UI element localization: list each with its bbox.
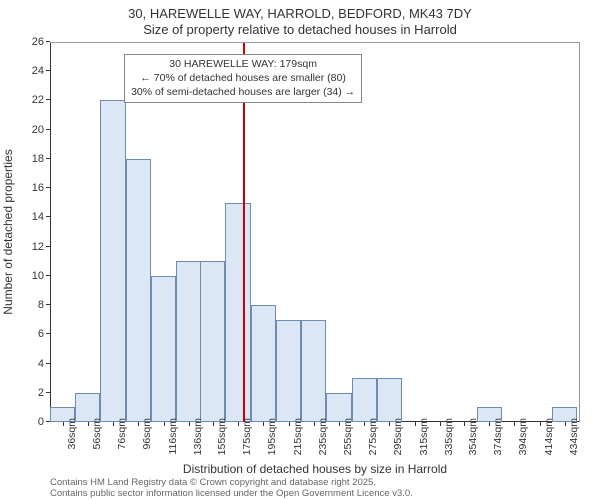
x-tick-label: 96sqm [141, 418, 153, 450]
annotation-box: 30 HAREWELLE WAY: 179sqm← 70% of detache… [124, 54, 362, 103]
y-tick-label: 2 [16, 387, 44, 399]
y-tick-mark [46, 158, 50, 159]
histogram-bar [301, 320, 326, 422]
y-tick-mark [46, 70, 50, 71]
y-tick-label: 22 [16, 94, 44, 106]
histogram-bar [176, 261, 201, 422]
x-tick-label: 235sqm [317, 418, 329, 455]
y-tick-label: 8 [16, 299, 44, 311]
footer-attribution: Contains HM Land Registry data © Crown c… [50, 478, 413, 500]
x-tick-label: 315sqm [418, 418, 430, 455]
x-tick-mark [263, 422, 264, 426]
footer-line-2: Contains public sector information licen… [50, 489, 413, 500]
y-tick-mark [46, 187, 50, 188]
x-tick-label: 394sqm [517, 418, 529, 455]
x-tick-mark [514, 422, 515, 426]
x-tick-mark [339, 422, 340, 426]
y-tick-mark [46, 246, 50, 247]
x-tick-mark [540, 422, 541, 426]
x-tick-mark [489, 422, 490, 426]
y-tick-label: 14 [16, 211, 44, 223]
x-tick-label: 275sqm [367, 418, 379, 455]
title-line-2: Size of property relative to detached ho… [0, 22, 600, 38]
x-tick-label: 76sqm [116, 418, 128, 450]
x-tick-mark [440, 422, 441, 426]
x-tick-label: 116sqm [167, 418, 179, 455]
title-line-1: 30, HAREWELLE WAY, HARROLD, BEDFORD, MK4… [0, 6, 600, 22]
x-tick-mark [364, 422, 365, 426]
y-axis-line [50, 43, 51, 422]
histogram-bar [225, 203, 250, 422]
histogram-bar [352, 378, 377, 422]
histogram-bar [100, 100, 125, 422]
y-tick-mark [46, 41, 50, 42]
x-tick-mark [415, 422, 416, 426]
histogram-bar [377, 378, 402, 422]
y-tick-label: 24 [16, 65, 44, 77]
y-tick-label: 6 [16, 328, 44, 340]
y-tick-label: 20 [16, 124, 44, 136]
annotation-line-1: 30 HAREWELLE WAY: 179sqm [131, 58, 355, 72]
y-tick-mark [46, 216, 50, 217]
y-tick-label: 26 [16, 36, 44, 48]
x-tick-label: 335sqm [443, 418, 455, 455]
x-tick-mark [138, 422, 139, 426]
x-tick-mark [238, 422, 239, 426]
x-tick-label: 374sqm [492, 418, 504, 455]
y-tick-mark [46, 363, 50, 364]
y-tick-mark [46, 275, 50, 276]
y-tick-label: 0 [16, 416, 44, 428]
y-tick-mark [46, 129, 50, 130]
x-tick-mark [189, 422, 190, 426]
histogram-bar [251, 305, 276, 422]
x-tick-mark [213, 422, 214, 426]
x-tick-mark [113, 422, 114, 426]
x-tick-label: 56sqm [91, 418, 103, 450]
x-tick-label: 354sqm [467, 418, 479, 455]
y-tick-mark [46, 333, 50, 334]
y-tick-label: 10 [16, 270, 44, 282]
x-tick-mark [289, 422, 290, 426]
y-tick-label: 18 [16, 153, 44, 165]
annotation-line-2: ← 70% of detached houses are smaller (80… [131, 72, 355, 86]
x-tick-label: 414sqm [543, 418, 555, 455]
y-tick-mark [46, 99, 50, 100]
x-tick-mark [464, 422, 465, 426]
histogram-bar [151, 276, 176, 422]
y-tick-mark [46, 304, 50, 305]
y-axis-label: Number of detached properties [1, 42, 15, 422]
histogram-bar [200, 261, 225, 422]
x-tick-mark [565, 422, 566, 426]
x-axis-label: Distribution of detached houses by size … [50, 462, 580, 476]
x-tick-mark [389, 422, 390, 426]
chart-area: 0246810121416182022242636sqm56sqm76sqm96… [50, 42, 580, 422]
histogram-bar [126, 159, 151, 422]
x-tick-mark [164, 422, 165, 426]
x-tick-mark [314, 422, 315, 426]
x-tick-label: 195sqm [266, 418, 278, 455]
x-tick-label: 155sqm [216, 418, 228, 455]
x-tick-label: 136sqm [192, 418, 204, 455]
annotation-line-3: 30% of semi-detached houses are larger (… [131, 86, 355, 100]
y-tick-label: 16 [16, 182, 44, 194]
y-tick-label: 12 [16, 241, 44, 253]
x-tick-mark [88, 422, 89, 426]
histogram-bar [276, 320, 301, 422]
x-tick-label: 295sqm [392, 418, 404, 455]
y-tick-mark [46, 392, 50, 393]
x-tick-label: 255sqm [342, 418, 354, 455]
x-tick-mark [63, 422, 64, 426]
chart-title: 30, HAREWELLE WAY, HARROLD, BEDFORD, MK4… [0, 0, 600, 39]
x-tick-label: 434sqm [568, 418, 580, 455]
y-tick-label: 4 [16, 358, 44, 370]
x-tick-label: 36sqm [66, 418, 78, 450]
plot-area: 0246810121416182022242636sqm56sqm76sqm96… [50, 42, 580, 422]
x-tick-label: 175sqm [241, 418, 253, 455]
x-tick-label: 215sqm [292, 418, 304, 455]
